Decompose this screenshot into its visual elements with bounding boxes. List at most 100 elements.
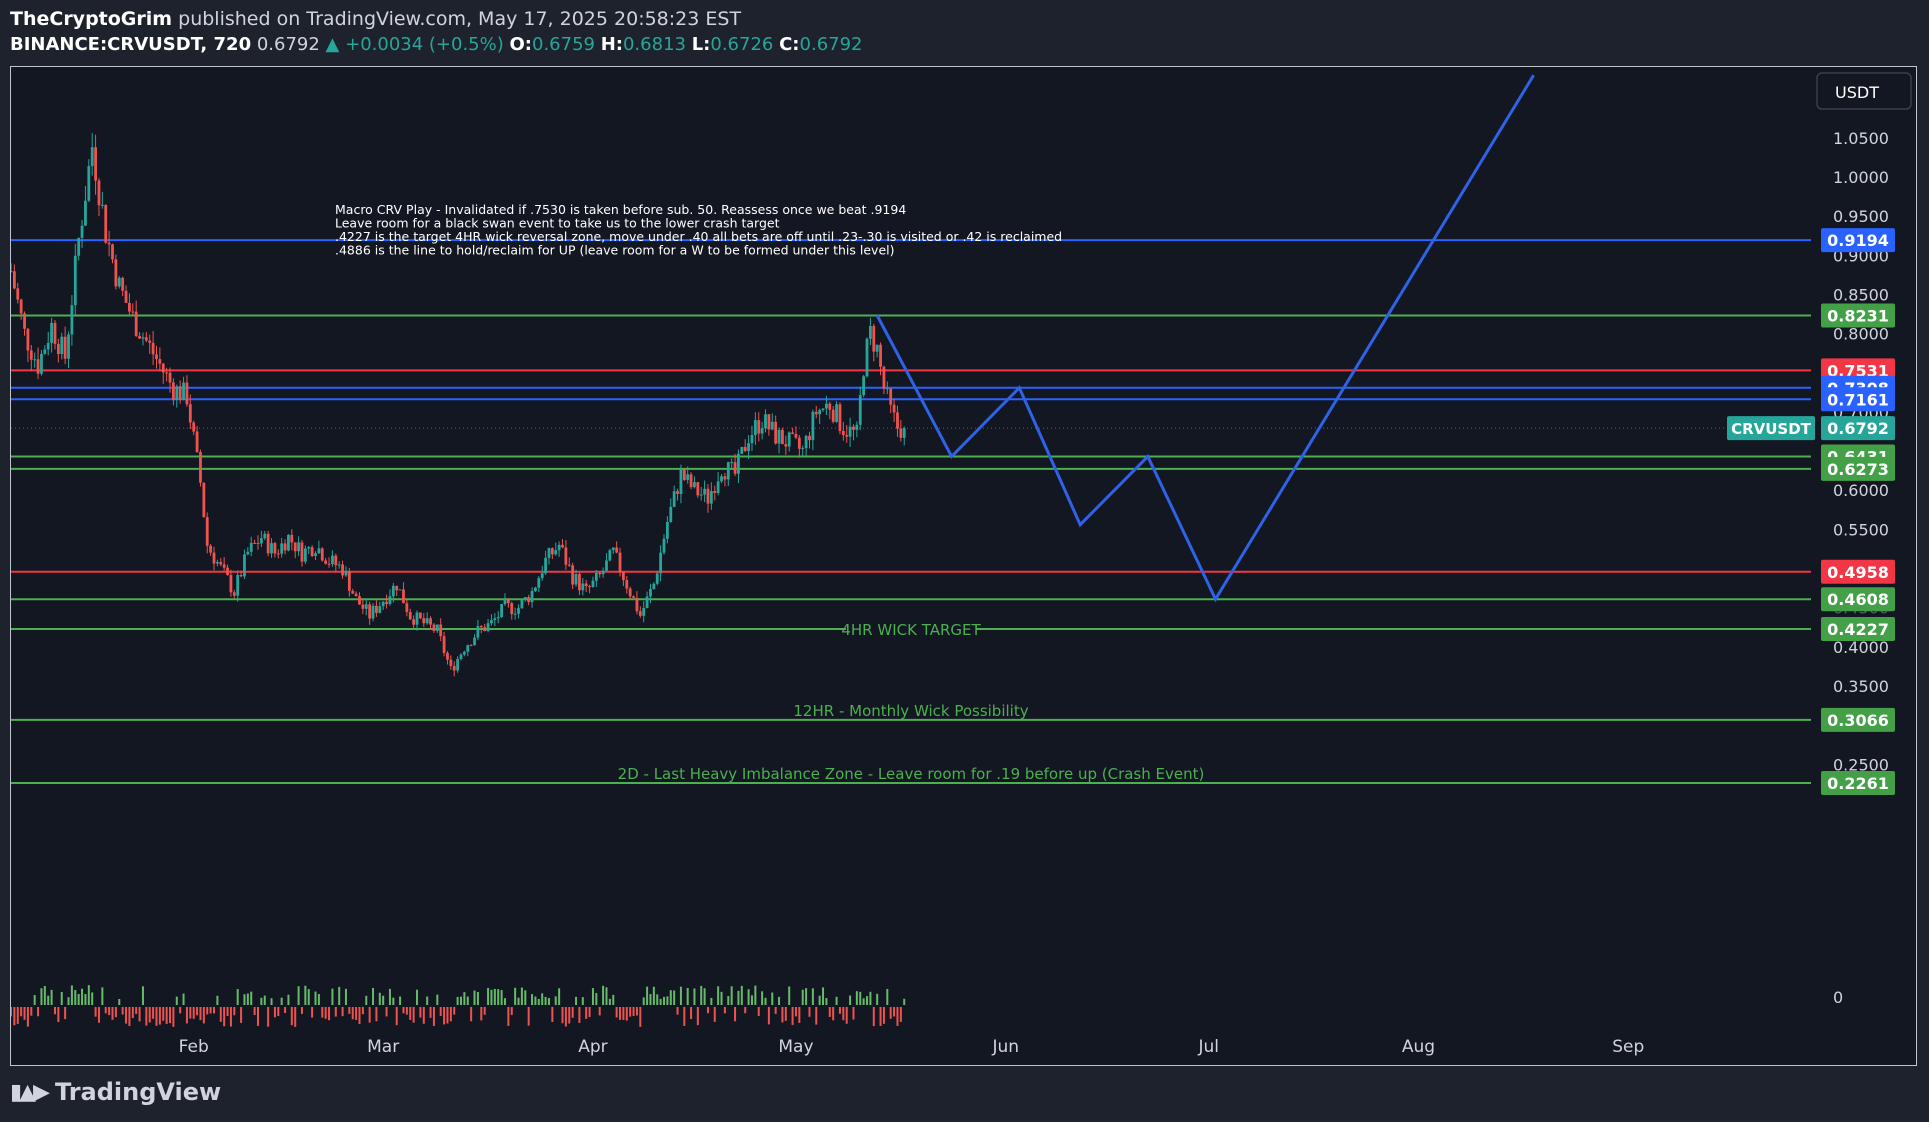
- notes: Macro CRV Play - Invalidated if .7530 is…: [335, 202, 1062, 258]
- volume-bar: [158, 1007, 161, 1025]
- volume-bar: [612, 994, 615, 1005]
- volume-bar: [571, 1007, 574, 1018]
- candle-body: [341, 564, 344, 576]
- symbol-label[interactable]: BINANCE:CRVUSDT, 720: [10, 34, 252, 55]
- candle-body: [354, 593, 358, 597]
- volume-bar: [747, 989, 750, 1005]
- volume-bar: [416, 989, 419, 1005]
- candle-body: [77, 237, 81, 256]
- y-axis[interactable]: 1.10001.05001.00000.95000.90000.85000.80…: [1833, 90, 1889, 1007]
- chart-pane[interactable]: 4HR WICK TARGET 12HR - Monthly Wick Possi…: [10, 66, 1917, 1066]
- candle-body: [266, 533, 270, 554]
- candle-body: [534, 587, 537, 592]
- candle-body: [134, 311, 138, 336]
- candle-body: [121, 277, 125, 291]
- candle-body: [506, 600, 510, 604]
- volume-bar: [537, 998, 540, 1005]
- candle-body: [310, 547, 314, 557]
- candle-body: [777, 429, 781, 444]
- candle-body: [300, 542, 304, 562]
- x-tick-label: Jul: [1197, 1037, 1219, 1057]
- note-line: Leave room for a black swan event to tak…: [335, 216, 780, 231]
- currency-button[interactable]: USDT: [1816, 72, 1912, 110]
- candle-body: [381, 601, 385, 607]
- candle-body: [429, 618, 432, 625]
- volume-bar: [253, 1007, 256, 1015]
- volume-bar: [273, 1007, 276, 1018]
- projection: [875, 74, 1535, 603]
- candle-body: [841, 430, 845, 436]
- volume-bar: [399, 996, 402, 1005]
- volume-bar: [104, 1007, 107, 1014]
- volume-bar: [81, 988, 84, 1005]
- volume-bar: [879, 1007, 882, 1026]
- y-tick-label: 0.9500: [1833, 207, 1889, 226]
- candle-body: [774, 421, 778, 444]
- candle-body: [503, 600, 507, 605]
- y-tick-label: 0.3500: [1833, 677, 1889, 696]
- candle-body: [713, 491, 717, 494]
- last-price-tag: [1821, 416, 1895, 441]
- brand-name: TradingView: [54, 1078, 222, 1106]
- price-chart[interactable]: 4HR WICK TARGET 12HR - Monthly Wick Possi…: [11, 67, 1916, 1065]
- volume-bar: [300, 1007, 303, 1014]
- candle-body: [496, 617, 500, 619]
- volume-bar: [544, 996, 547, 1005]
- candle-body: [561, 544, 564, 548]
- published-text: published on TradingView.com, May 17, 20…: [178, 8, 742, 30]
- volume-bar: [348, 1007, 351, 1014]
- volume-bar: [893, 1007, 896, 1017]
- candle-body: [446, 652, 449, 660]
- candle-body: [686, 474, 690, 480]
- volume-bar: [849, 995, 852, 1005]
- volume-bar: [757, 1007, 760, 1017]
- volume-bar: [443, 1007, 446, 1025]
- tradingview-brand[interactable]: ▮▲▶ TradingView: [10, 1078, 221, 1106]
- candle-body: [530, 591, 534, 603]
- candle-body: [544, 557, 547, 574]
- candle-body: [63, 336, 67, 359]
- candle-body: [473, 637, 476, 646]
- volume-bar: [169, 1007, 172, 1024]
- volume-bar: [37, 1007, 40, 1017]
- candle-body: [794, 434, 798, 438]
- volume-bar: [828, 1007, 831, 1017]
- x-tick-label: Apr: [578, 1037, 607, 1057]
- candle-body: [158, 359, 162, 364]
- x-tick-label: Aug: [1402, 1037, 1435, 1057]
- low-label: L:: [691, 34, 711, 55]
- volume-bar: [138, 1007, 141, 1022]
- volume-bar: [778, 996, 781, 1005]
- candle-body: [652, 583, 656, 590]
- x-axis[interactable]: Feb Mar Apr May Jun Jul Aug Sep: [179, 1037, 1645, 1057]
- volume-bar: [422, 1007, 425, 1024]
- candle-body: [293, 542, 297, 552]
- candle-body: [564, 547, 568, 565]
- candle-body: [70, 305, 74, 335]
- volume-bar: [595, 993, 598, 1005]
- candle-body: [202, 482, 206, 518]
- candle-body: [297, 542, 300, 552]
- candle-body: [280, 543, 284, 554]
- candle-body: [73, 255, 77, 306]
- volume-bar: [121, 1007, 124, 1015]
- candle-body: [476, 626, 480, 638]
- candle-body: [696, 482, 700, 496]
- volume-bar: [219, 1007, 222, 1022]
- candle-body: [56, 343, 60, 355]
- candle-body: [669, 506, 673, 522]
- candle-body: [469, 645, 473, 647]
- volume-bar: [280, 997, 283, 1005]
- candle-body: [29, 350, 33, 360]
- publisher-name[interactable]: TheCryptoGrim: [10, 8, 173, 30]
- candle-body: [486, 623, 490, 631]
- candle-body: [483, 627, 487, 631]
- volume-bar: [429, 1007, 432, 1018]
- volume-bar: [713, 1007, 716, 1022]
- volume-bar: [108, 1007, 111, 1016]
- volume-bar: [87, 985, 90, 1005]
- candle-body: [165, 372, 169, 374]
- level-price-label: 0.7161: [1827, 390, 1889, 409]
- volume-bar: [808, 1007, 811, 1017]
- candle-body: [879, 344, 882, 367]
